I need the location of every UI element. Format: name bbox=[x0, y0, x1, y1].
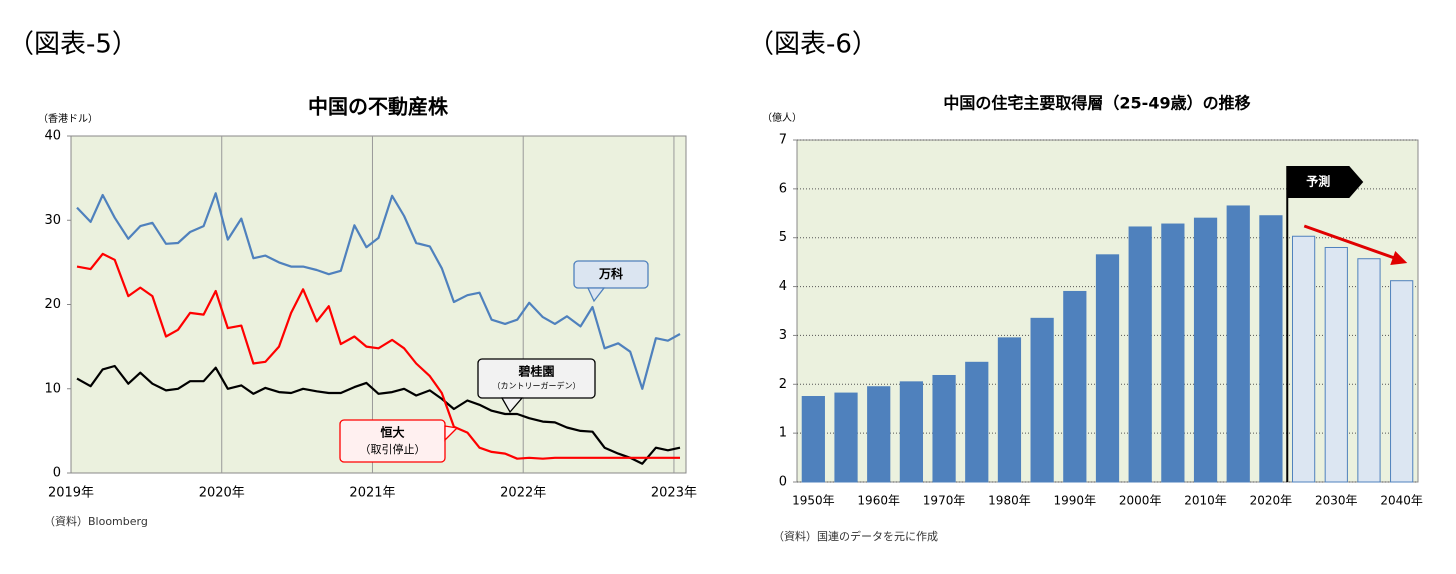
bar bbox=[834, 392, 858, 483]
y-tick-label: 1 bbox=[779, 426, 787, 441]
x-tick-label: 2020年 bbox=[1250, 494, 1293, 508]
x-tick-label: 2023年 bbox=[651, 486, 697, 501]
x-tick-label: 2021年 bbox=[349, 486, 395, 501]
bar bbox=[1357, 258, 1381, 483]
bar bbox=[1259, 215, 1283, 483]
callout-box bbox=[339, 419, 446, 463]
trend-arrowhead bbox=[1390, 251, 1408, 265]
x-tick-label: 1950年 bbox=[792, 494, 835, 508]
source-note: （資料）Bloomberg bbox=[44, 514, 148, 528]
y-tick-label: 40 bbox=[44, 129, 61, 144]
bar bbox=[1128, 226, 1152, 483]
x-tick-label: 2000年 bbox=[1119, 494, 1162, 508]
bar bbox=[1291, 235, 1316, 483]
series-note: （カントリーガーデン） bbox=[493, 381, 581, 391]
chart-title: 中国の住宅主要取得層（25-49歳）の推移 bbox=[943, 94, 1250, 113]
x-tick-label: 2019年 bbox=[48, 486, 94, 501]
series-label: 恒大 bbox=[380, 425, 404, 440]
x-tick-label: 2010年 bbox=[1184, 494, 1227, 508]
bar bbox=[1193, 217, 1218, 483]
bar bbox=[1324, 246, 1348, 483]
series-label: 万科 bbox=[598, 266, 623, 281]
callout-box bbox=[477, 358, 596, 399]
callout-pointer bbox=[444, 425, 459, 442]
callout-pointer bbox=[586, 287, 606, 303]
series-line bbox=[76, 364, 681, 465]
y-tick-label: 10 bbox=[44, 381, 61, 396]
figure-label: （図表-5） bbox=[8, 30, 138, 60]
bar bbox=[932, 374, 956, 483]
y-unit: （億人） bbox=[762, 111, 802, 124]
bar bbox=[899, 381, 924, 483]
series-line bbox=[76, 252, 680, 460]
y-tick-label: 3 bbox=[779, 328, 787, 343]
x-tick-label: 1980年 bbox=[988, 494, 1031, 508]
bar bbox=[997, 337, 1022, 483]
bar bbox=[1390, 280, 1414, 483]
bar bbox=[801, 396, 825, 483]
x-tick-label: 2022年 bbox=[500, 486, 546, 501]
bar bbox=[965, 361, 989, 483]
y-unit: （香港ドル） bbox=[38, 113, 98, 125]
y-tick-label: 4 bbox=[779, 279, 787, 294]
chart-title: 中国の不動産株 bbox=[308, 95, 449, 119]
forecast-flag bbox=[1287, 166, 1364, 198]
x-tick-label: 2020年 bbox=[199, 486, 245, 501]
x-tick-label: 1990年 bbox=[1054, 494, 1097, 508]
series-note: （取引停止） bbox=[360, 442, 426, 456]
source-note: （資料）国連のデータを元に作成 bbox=[773, 529, 938, 543]
bar bbox=[867, 386, 891, 483]
figure-label: （図表-6） bbox=[748, 30, 878, 60]
bar bbox=[1030, 317, 1054, 483]
y-tick-label: 20 bbox=[44, 297, 61, 312]
bar bbox=[1161, 223, 1185, 483]
plot-area bbox=[70, 135, 687, 474]
x-tick-label: 2040年 bbox=[1380, 494, 1423, 508]
callout-box bbox=[573, 260, 649, 289]
bar bbox=[1063, 290, 1087, 483]
y-tick-label: 2 bbox=[779, 377, 787, 392]
y-tick-label: 0 bbox=[53, 466, 61, 481]
y-tick-label: 0 bbox=[779, 475, 787, 490]
x-tick-label: 1970年 bbox=[923, 494, 966, 508]
x-tick-label: 2030年 bbox=[1315, 494, 1358, 508]
trend-arrow bbox=[1303, 224, 1398, 261]
y-tick-label: 7 bbox=[779, 133, 787, 148]
bar bbox=[1095, 254, 1120, 483]
series-label: 碧桂園 bbox=[517, 364, 554, 379]
forecast-label: 予測 bbox=[1306, 174, 1330, 189]
bar bbox=[1226, 205, 1250, 483]
x-tick-label: 1960年 bbox=[857, 494, 900, 508]
series-line bbox=[76, 192, 681, 390]
y-tick-label: 5 bbox=[779, 230, 787, 245]
y-tick-label: 6 bbox=[779, 181, 787, 196]
callout-pointer bbox=[500, 397, 524, 414]
y-tick-label: 30 bbox=[44, 213, 61, 228]
